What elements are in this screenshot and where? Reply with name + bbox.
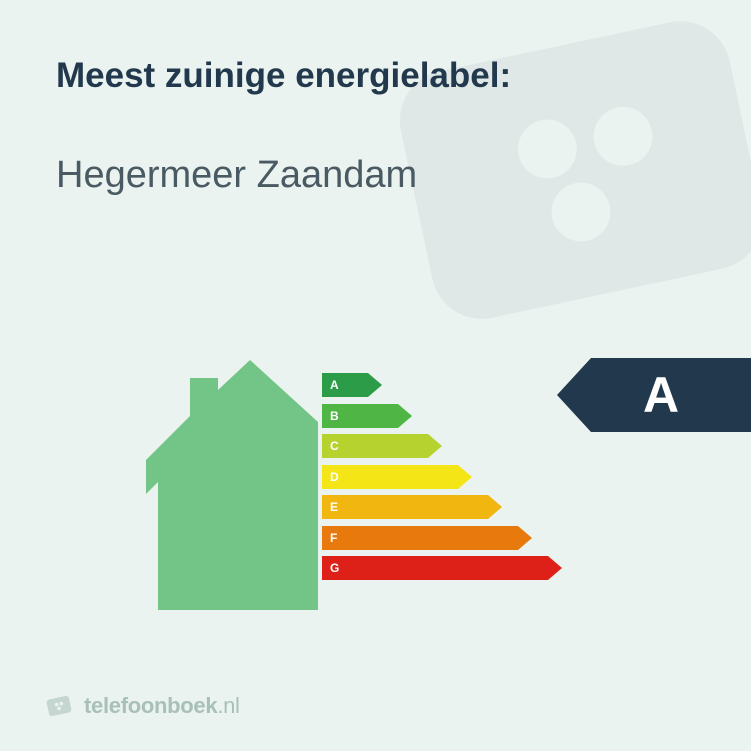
- energy-bars: A B C D E F G: [322, 370, 562, 584]
- energy-bar-label: F: [330, 531, 337, 545]
- energy-bar-label: G: [330, 561, 339, 575]
- energy-bar-row: B: [322, 401, 562, 432]
- energy-bar-row: D: [322, 462, 562, 493]
- energy-bar-row: A: [322, 370, 562, 401]
- rating-letter: A: [643, 366, 679, 424]
- energy-bar-row: C: [322, 431, 562, 462]
- energy-bar-row: G: [322, 553, 562, 584]
- footer-brand: telefoonboek.nl: [44, 691, 240, 721]
- rating-badge: A: [557, 358, 751, 432]
- energy-bar-row: E: [322, 492, 562, 523]
- energy-bar-row: F: [322, 523, 562, 554]
- energy-bar-label: A: [330, 378, 339, 392]
- footer-logo-icon: [44, 691, 74, 721]
- page-subtitle: Hegermeer Zaandam: [56, 154, 695, 197]
- page-title: Meest zuinige energielabel:: [56, 56, 695, 96]
- house-icon: [146, 360, 318, 610]
- footer-text: telefoonboek.nl: [84, 693, 240, 719]
- energy-bar-label: E: [330, 500, 338, 514]
- energy-bar-label: D: [330, 470, 339, 484]
- energy-bar-label: C: [330, 439, 339, 453]
- energy-bar-label: B: [330, 409, 339, 423]
